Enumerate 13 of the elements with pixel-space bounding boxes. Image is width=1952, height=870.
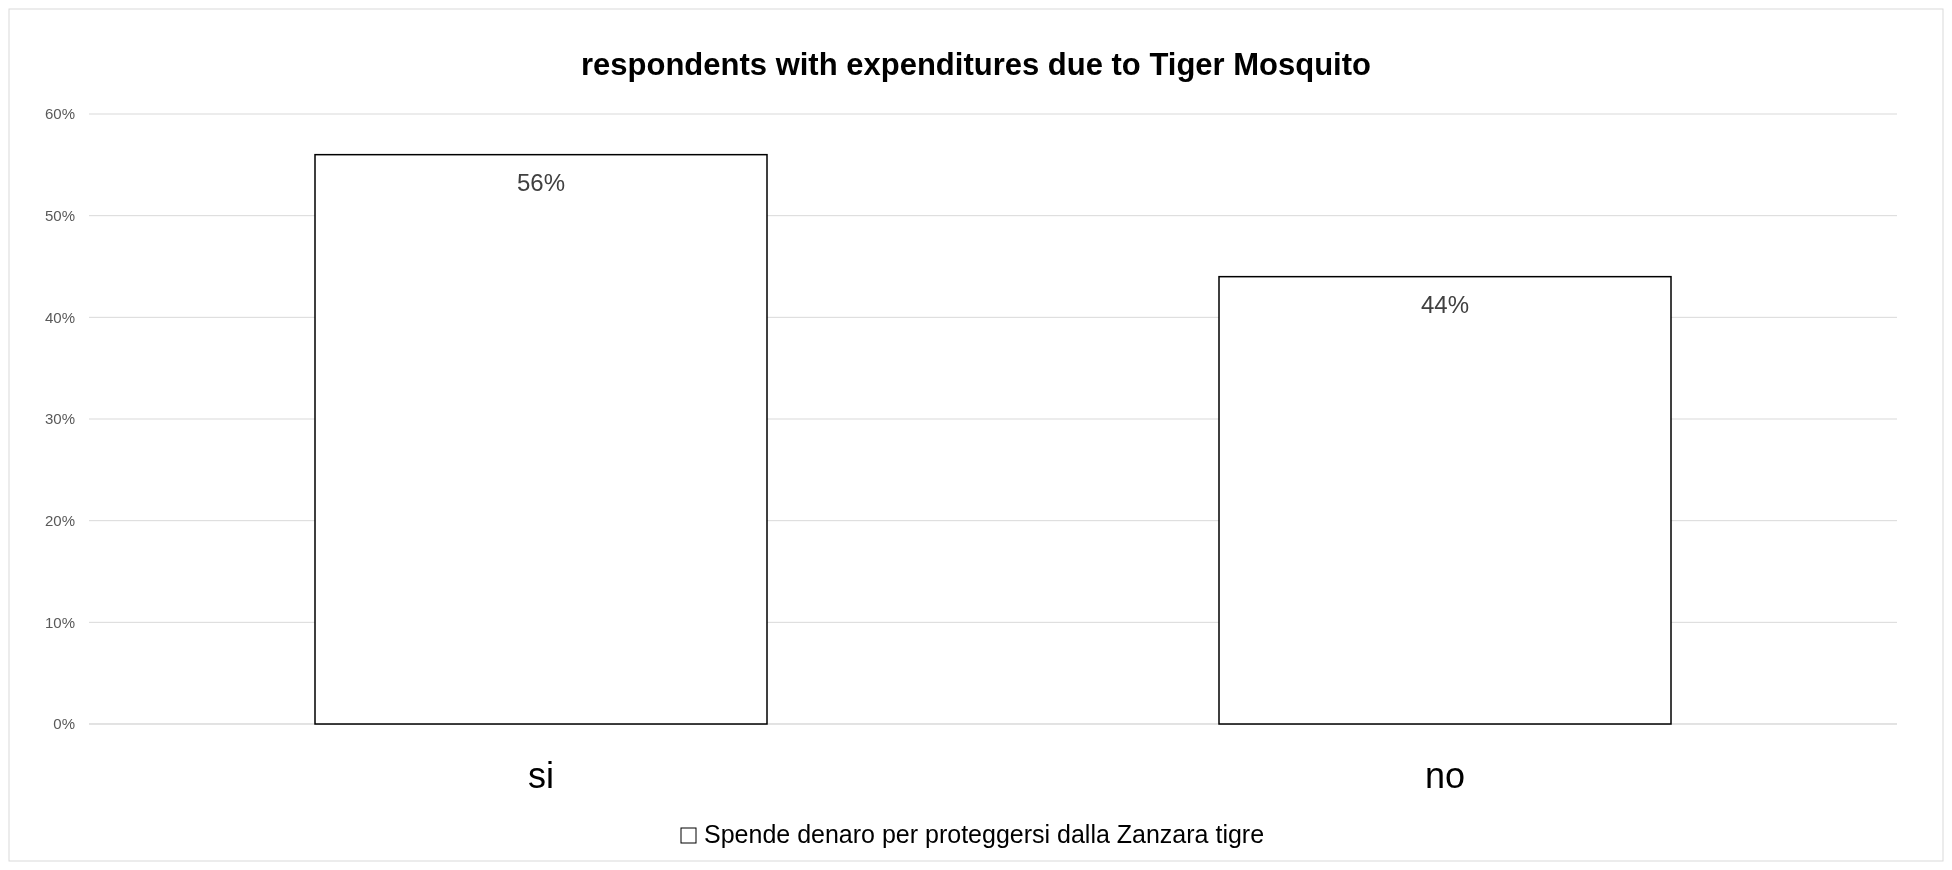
data-label: 56% bbox=[516, 168, 566, 196]
y-tick-label: 40% bbox=[44, 308, 75, 326]
chart-title: respondents with expenditures due to Tiger Mosquito bbox=[581, 47, 1371, 82]
data-label: 44% bbox=[1420, 290, 1470, 318]
y-tick-label: 50% bbox=[44, 206, 75, 224]
y-tick-label: 30% bbox=[44, 410, 75, 428]
legend-label: Spende denaro per proteggersi dalla Zanzara tigre bbox=[704, 820, 1265, 848]
x-tick-label: si bbox=[528, 755, 554, 796]
x-tick-label: no bbox=[1424, 755, 1466, 796]
y-tick-label: 20% bbox=[44, 511, 75, 529]
y-tick-label: 0% bbox=[53, 715, 75, 733]
y-tick-label: 10% bbox=[44, 613, 75, 631]
y-tick-label: 60% bbox=[44, 105, 75, 123]
